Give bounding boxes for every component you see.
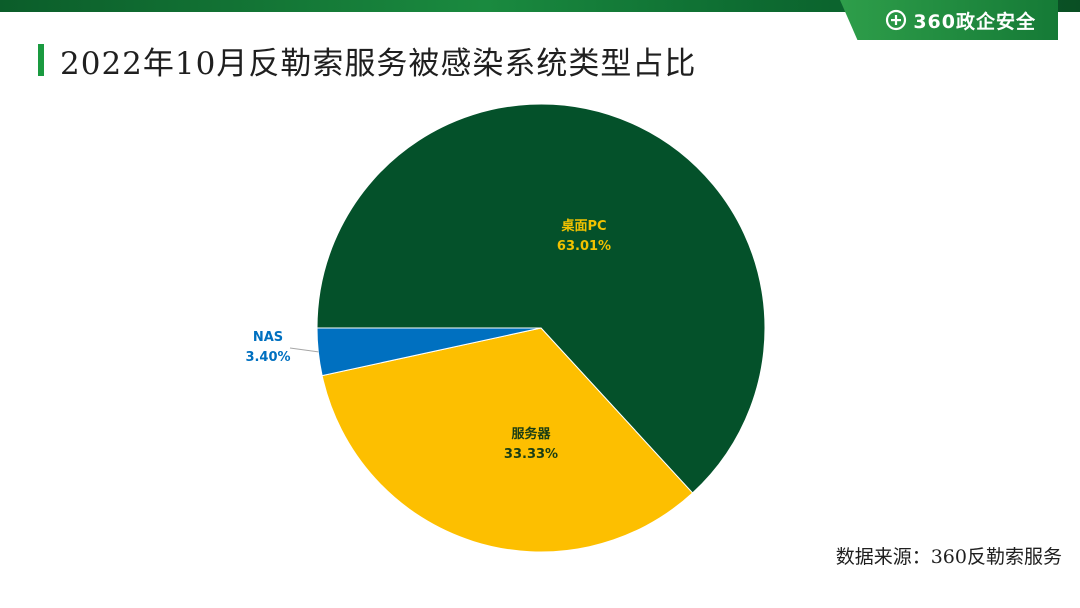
brand-text: 360政企安全 xyxy=(913,10,1036,33)
pie-slice-1 xyxy=(321,327,694,553)
page-title: 2022年10月反勒索服务被感染系统类型占比 xyxy=(60,46,697,82)
top-band xyxy=(0,0,1080,12)
slice-value-label-1: 33.33% xyxy=(504,447,558,462)
leader-line-2 xyxy=(289,347,319,353)
slice-name-label-1: 服务器 xyxy=(511,426,551,442)
data-source: 数据来源：360反勒索服务 xyxy=(835,546,1062,568)
title-accent-bar xyxy=(38,44,44,76)
slice-name-label-0: 桌面PC xyxy=(561,218,606,234)
pie-labels: 桌面PC 63.01% 服务器 33.33% NAS 3.40% xyxy=(245,218,611,462)
brand-logo-icon xyxy=(886,9,907,31)
brand-badge: 360政企安全 xyxy=(840,0,1058,40)
pie-slice-0 xyxy=(316,103,766,494)
pie-slices xyxy=(316,103,766,553)
slice-value-label-0: 63.01% xyxy=(557,239,611,254)
slice-name-label-2: NAS xyxy=(253,330,283,345)
slice-value-label-2: 3.40% xyxy=(245,350,290,365)
